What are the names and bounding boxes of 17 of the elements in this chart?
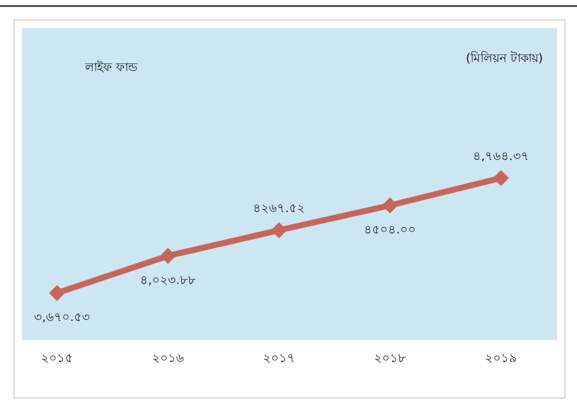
point [160,248,176,264]
chart-title: লাইফ ফান্ড [84,60,138,74]
x-tick-label: ২০১৭ [263,351,295,365]
data-label: ৪,০২৩.৮৮ [140,272,196,287]
x-tick-label: ২০১৯ [485,351,517,365]
data-label: ৪৫০৪.০০ [364,222,416,236]
data-label: ৩,৬৭০.৫৩ [34,310,90,324]
text: (মিলিয়ন টাকায়) [466,51,543,65]
point [49,285,65,301]
x-tick-label: ২০১৬ [152,351,184,365]
x-tick-label: ২০১৫ [41,351,73,365]
point [382,197,398,214]
data-label: ৪২৬৭.৫২ [253,201,305,216]
point [493,170,509,186]
x-tick-label: ২০১৮ [374,351,406,365]
data-label: ৪,৭৬৪.৩৭ [473,149,529,163]
point [271,222,287,238]
